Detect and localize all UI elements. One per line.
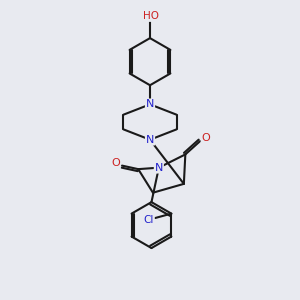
Text: O: O: [202, 133, 210, 142]
Text: HO: HO: [143, 11, 160, 21]
Text: Cl: Cl: [143, 215, 154, 225]
Text: O: O: [111, 158, 120, 168]
Text: N: N: [154, 163, 163, 173]
Text: N: N: [146, 99, 154, 110]
Text: N: N: [146, 135, 154, 145]
